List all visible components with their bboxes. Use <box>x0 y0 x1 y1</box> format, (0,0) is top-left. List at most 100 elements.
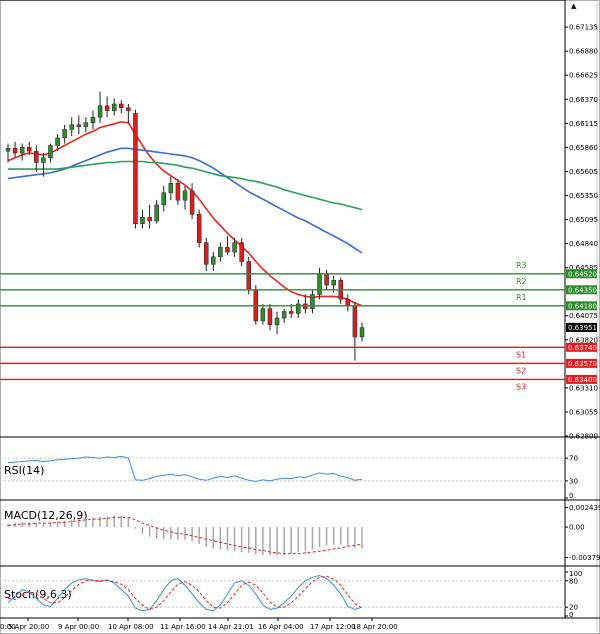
price-tick-label: 0.63310 <box>569 384 598 392</box>
level-name-r2: R2 <box>516 277 527 286</box>
candle-body <box>260 308 266 322</box>
time-axis: 0:005 Apr 20:00 9 Apr 00:00 10 Apr 08:00 11… <box>0 618 398 631</box>
candle-body <box>182 190 188 201</box>
candle-body <box>239 242 244 262</box>
macd-panel: MACD(12,26,9) 0.002439 0.00 -0.003794 <box>0 500 600 567</box>
macd-tick-label: 0.002439 <box>569 504 600 512</box>
level-name-s2: S2 <box>516 366 526 375</box>
candle-body <box>317 273 322 295</box>
current-price-label: 0.63951 <box>568 324 597 332</box>
candle-body <box>140 216 145 225</box>
candle-body <box>189 190 195 215</box>
candle-body <box>352 305 358 338</box>
price-tick-label: 0.63055 <box>569 408 598 416</box>
candle-body <box>26 147 32 152</box>
rsi-tick-label: 0 <box>569 492 573 500</box>
level-price-label: 0.63400 <box>568 376 597 384</box>
price-tick-label: 0.62800 <box>569 433 598 441</box>
rsi-axis: 70 30 0 <box>0 455 578 500</box>
level-price-box <box>566 269 597 279</box>
rsi-line <box>7 455 363 483</box>
macd-signal-line <box>7 516 363 555</box>
price-panel: 0.67135 0.66880 0.66625 0.66370 0.66115 0.658… <box>0 0 600 441</box>
price-tick-label: 0.65350 <box>569 192 598 200</box>
level-price-box <box>566 358 597 368</box>
level-price-label: 0.63740 <box>568 344 597 352</box>
price-tick-label: 0.66625 <box>569 72 598 80</box>
stochastic-tick-label: 20 <box>569 604 578 612</box>
scroll-marker-icon: ▲ <box>571 2 577 10</box>
rsi-series-line <box>7 455 363 483</box>
stochastic-tick-label: 0 <box>569 611 573 619</box>
price-axis: 0.67135 0.66880 0.66625 0.66370 0.66115 0.658… <box>565 24 598 441</box>
rsi-tick-label: 70 <box>569 455 578 463</box>
candle-body <box>246 261 251 291</box>
candle-body <box>48 145 53 158</box>
candle-body <box>83 122 89 127</box>
price-tick-label: 0.65605 <box>569 168 598 176</box>
candle-body <box>19 147 25 154</box>
candle-body <box>76 124 82 127</box>
candle-body <box>359 327 365 338</box>
candle-body <box>97 105 103 118</box>
candle-body <box>147 216 152 222</box>
candle-body <box>133 113 138 225</box>
candlesticks <box>5 91 365 361</box>
macd-tick-label: -0.003794 <box>569 554 600 562</box>
price-tick-label: 0.65860 <box>569 144 598 152</box>
level-price-box <box>566 301 597 311</box>
candle-body <box>161 192 167 206</box>
candle-body <box>126 107 131 111</box>
price-tick-label: 0.64840 <box>569 240 598 248</box>
candle-body <box>90 116 96 124</box>
price-tick-label: 0.63820 <box>569 336 598 344</box>
price-tick-label: 0.66370 <box>569 96 598 104</box>
stochastic-tick-label: 80 <box>569 577 578 585</box>
candle-body <box>154 204 159 222</box>
current-price-marker: 0.63951 <box>566 322 597 332</box>
candle-body <box>296 303 301 314</box>
rsi-tick-label: 30 <box>569 477 578 485</box>
time-tick-label: 18 Apr 20:00 <box>352 623 398 631</box>
candle-body <box>111 103 117 111</box>
time-tick-label: 9 Apr 00:00 <box>58 623 99 631</box>
candle-body <box>119 103 124 109</box>
candle-body <box>69 124 74 130</box>
stochastic-main-line <box>7 574 363 612</box>
stochastic-tick-label: 100 <box>569 570 582 578</box>
candle-body <box>34 150 39 163</box>
time-tick-label: 14 Apr 21:01 <box>208 623 254 631</box>
candle-body <box>211 256 216 265</box>
time-tick-label: 11 Apr 16:00 <box>160 623 206 631</box>
rsi-title: RSI(14) <box>4 464 44 477</box>
time-tick-label: 10 Apr 08:00 <box>108 623 154 631</box>
price-tick-label: 0.66115 <box>569 120 598 128</box>
price-tick-label: 0.66880 <box>569 48 598 56</box>
price-tick-label: 0.65095 <box>569 216 598 224</box>
level-price-box <box>566 285 597 295</box>
candle-body <box>267 308 273 325</box>
level-price-box <box>566 342 597 352</box>
level-name-r1: R1 <box>516 293 527 302</box>
level-price-box <box>566 374 597 384</box>
candle-body <box>218 247 223 258</box>
macd-title: MACD(12,26,9) <box>4 509 88 522</box>
level-name-s3: S3 <box>516 382 526 391</box>
rsi-panel: RSI(14) 70 30 0 <box>0 437 600 501</box>
candle-body <box>168 182 174 193</box>
price-tick-label: 0.64075 <box>569 312 598 320</box>
macd-axis: 0.002439 0.00 -0.003794 <box>565 504 600 562</box>
candle-body <box>288 311 294 314</box>
level-name-r3: R3 <box>516 261 527 270</box>
level-name-s1: S1 <box>516 350 526 359</box>
price-tick-label: 0.64585 <box>569 264 598 272</box>
time-tick-label: 17 Apr 12:00 <box>310 623 356 631</box>
level-price-label: 0.64350 <box>568 286 597 294</box>
macd-signal-series <box>7 516 363 555</box>
macd-histogram <box>7 515 363 556</box>
stochastic-signal-line <box>7 575 363 610</box>
candle-body <box>196 214 202 243</box>
time-tick-label: 5 Apr 20:00 <box>8 623 49 631</box>
